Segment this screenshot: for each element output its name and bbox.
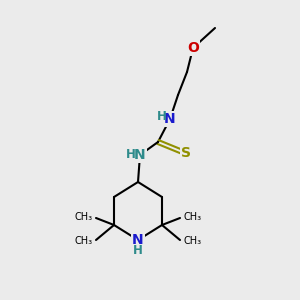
- Text: CH₃: CH₃: [75, 236, 93, 246]
- Text: N: N: [134, 148, 146, 162]
- Text: N: N: [164, 112, 176, 126]
- Text: S: S: [181, 146, 191, 160]
- Text: H: H: [157, 110, 167, 122]
- Text: H: H: [126, 148, 136, 160]
- Text: CH₃: CH₃: [183, 212, 201, 222]
- Text: N: N: [132, 233, 144, 247]
- Text: H: H: [133, 244, 143, 256]
- Text: CH₃: CH₃: [183, 236, 201, 246]
- Text: CH₃: CH₃: [75, 212, 93, 222]
- Text: O: O: [187, 41, 199, 55]
